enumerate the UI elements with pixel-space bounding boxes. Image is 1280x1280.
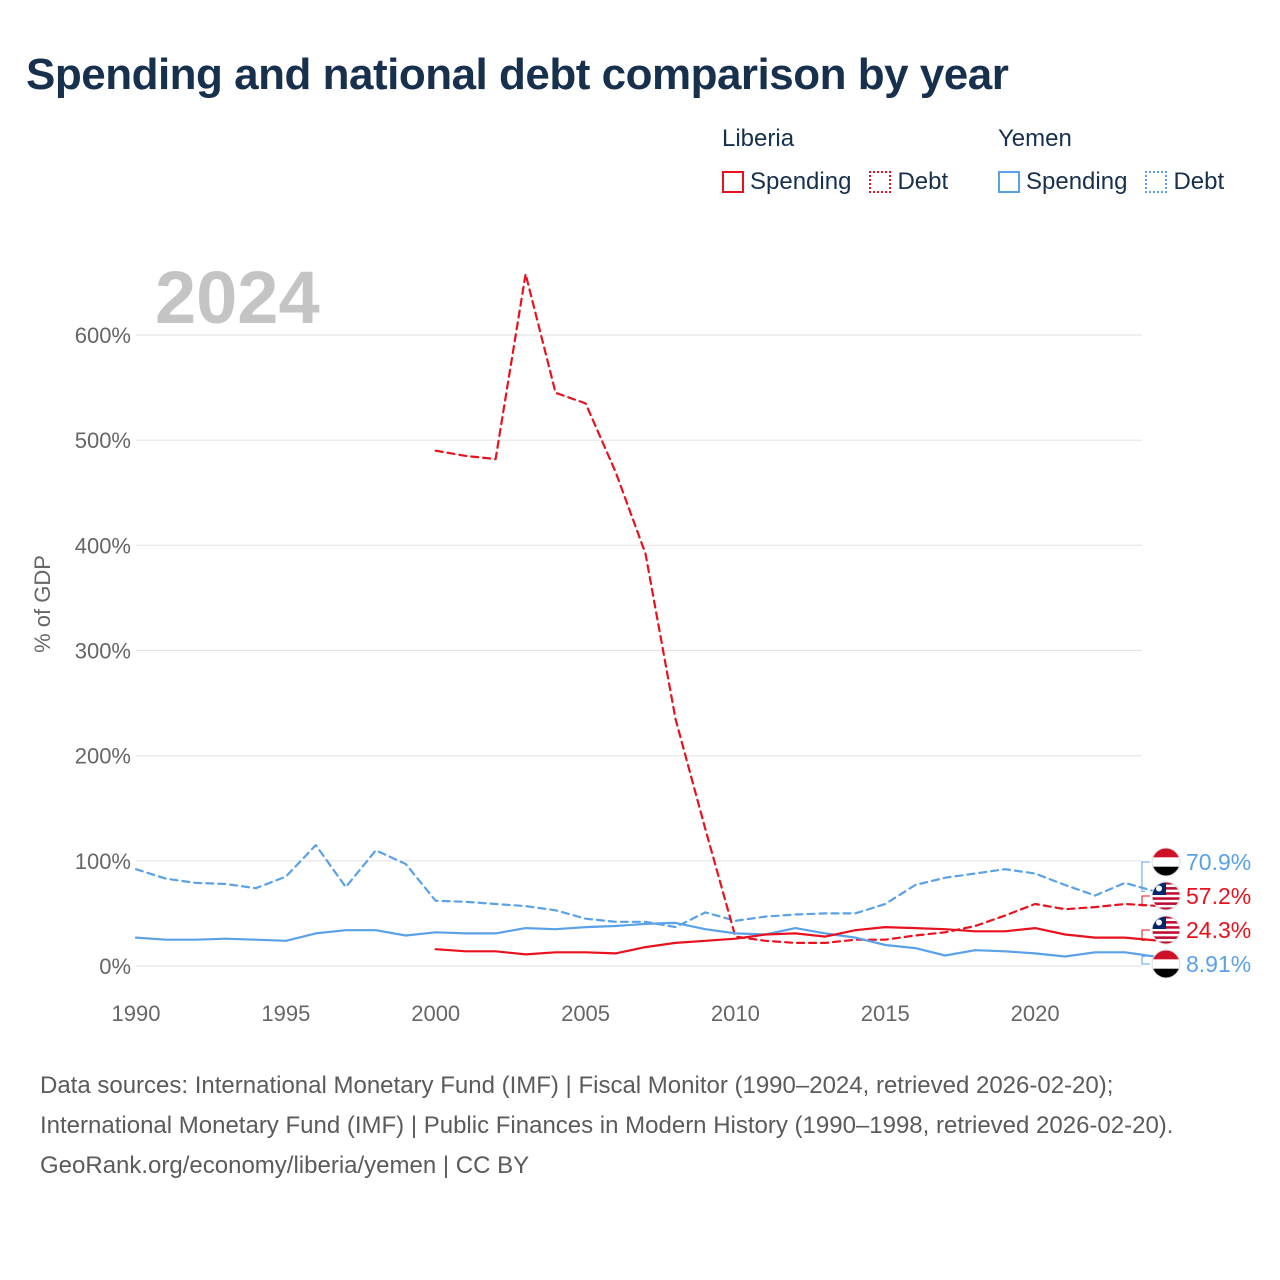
legend-label: Debt [897,168,949,195]
year-watermark: 2024 [155,256,320,339]
end-label-connector [1141,956,1150,965]
series-line-liberia-spending[interactable] [434,925,1157,956]
y-axis-label: % of GDP [30,555,55,653]
legend-swatch-dotted-blue [1145,171,1168,193]
legend-label: Debt [1173,168,1225,195]
end-label-connector [1141,895,1150,907]
y-tick-label: 200% [75,744,131,769]
x-tick-label: 2020 [1011,1001,1060,1026]
end-label-value: 8.91% [1186,951,1251,977]
series-line-liberia-debt[interactable] [434,272,1157,945]
legend-swatch-dotted-red [869,171,892,193]
x-tick-label: 2010 [711,1001,760,1026]
footer: Data sources: International Monetary Fun… [40,1066,1240,1186]
x-tick-label: 2015 [861,1001,910,1026]
flag-liberia-icon [1151,881,1181,911]
x-tick-labels: 1990 1995 2000 2005 2010 2015 2020 [112,1001,1060,1026]
y-tick-label: 100% [75,849,131,874]
flag-liberia-icon [1151,915,1181,945]
legend-country-liberia: Liberia [722,125,795,152]
legend-item-yemen-spending[interactable]: Spending [998,168,1127,196]
end-labels: 70.9% 57.2% 24.3% 8.91% [1141,847,1251,979]
flag-yemen-icon [1151,949,1181,979]
chart-title: Spending and national debt comparison by… [26,50,1009,99]
series-line-yemen-spending[interactable] [134,921,1157,958]
y-tick-label: 600% [75,323,131,348]
x-tick-label: 2000 [411,1001,460,1026]
legend-group-yemen: Yemen Spending Debt [998,124,1224,198]
y-tick-label: 300% [75,639,131,664]
end-label-value: 70.9% [1186,849,1251,875]
end-label-value: 57.2% [1186,883,1251,909]
y-tick-label: 500% [75,428,131,453]
legend-label: Spending [1026,168,1128,195]
x-tick-label: 2005 [561,1001,610,1026]
legend-swatch-solid-blue [998,171,1020,193]
series-line-yemen-debt[interactable] [134,843,1157,929]
y-tick-labels: 0% 100% 200% 300% 400% 500% 600% [75,323,131,979]
legend-group-liberia: Liberia Spending Debt [722,124,966,198]
y-tick-label: 400% [75,533,131,558]
line-chart: 2024 % of GDP 0% 100% 200% 300% 400% 500% 600%… [30,256,1251,1026]
grid-lines [136,334,1142,967]
legend-item-yemen-debt[interactable]: Debt [1145,168,1224,196]
end-label-connector [1141,861,1150,892]
credit-link[interactable]: GeoRank.org/economy/liberia/yemen | CC B… [40,1152,530,1179]
legend-label: Spending [750,168,852,195]
legend-item-liberia-debt[interactable]: Debt [869,168,948,196]
flag-yemen-icon [1151,847,1181,877]
end-label-connector [1141,929,1150,941]
end-label-value: 24.3% [1186,917,1251,943]
legend-country-yemen: Yemen [998,125,1072,152]
x-tick-label: 1990 [112,1001,161,1026]
y-tick-label: 0% [99,954,131,979]
x-tick-label: 1995 [261,1001,310,1026]
data-sources: Data sources: International Monetary Fun… [40,1072,1174,1139]
series-lines [134,272,1157,958]
legend-item-liberia-spending[interactable]: Spending [722,168,851,196]
legend-swatch-solid-red [722,171,744,193]
